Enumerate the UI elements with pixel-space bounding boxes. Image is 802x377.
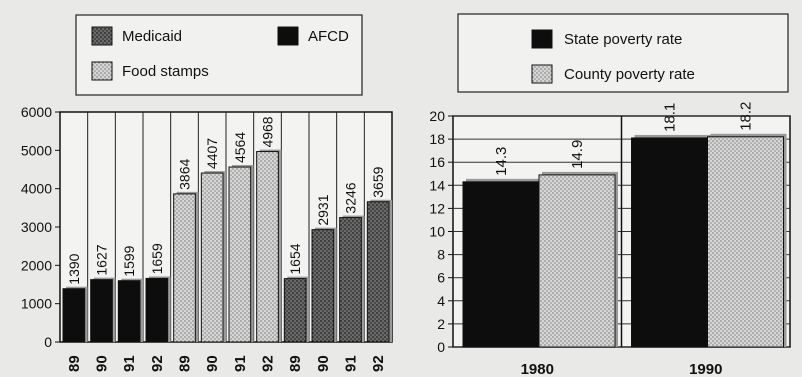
legend-label-state-poverty-rate: State poverty rate [564,31,682,48]
y-tick-label: 20 [429,108,445,124]
data-label: 1627 [94,244,110,275]
legend-label-food-stamps: Food stamps [122,63,209,80]
bar-food-stamps [200,172,224,343]
bar-afcd [145,277,169,343]
y-tick-label: 2 [437,316,445,332]
bar-food-stamps [228,166,252,343]
legend-swatch-county-poverty-rate [531,64,553,84]
legend-label-medicaid: Medicaid [122,28,182,45]
y-tick-label: 2000 [21,257,52,273]
x-tick-label: 89 [287,355,304,372]
bar-medicaid [339,217,362,343]
legend-box [75,14,363,96]
bar-state-poverty-rate [462,181,540,348]
y-tick-label: 3000 [21,219,52,235]
legend-swatch-medicaid [91,26,113,46]
x-tick-label: 89 [177,355,194,372]
bar-county-poverty-rate [538,174,616,348]
x-tick-label: 92 [149,355,166,372]
data-label: 4407 [204,138,220,169]
bar-food-stamps [173,193,196,343]
bar-medicaid [366,201,390,343]
bar-state-poverty-rate [631,137,708,348]
legend-box [457,13,789,93]
bar-medicaid [311,229,335,343]
y-tick-label: 0 [437,339,445,355]
data-label: 1659 [149,243,165,274]
bar-afcd [117,280,141,343]
welfare-bar-chart: Medicaid AFCD Food stamps 0 1000 2000 3000 4000… [21,14,393,372]
data-label: 1599 [121,245,137,276]
x-tick-label: 92 [370,355,387,372]
x-tick-label: 91 [121,355,138,372]
bar-afcd [62,288,86,343]
x-tick-label: 91 [232,355,249,372]
data-label: 18.1 [662,103,679,132]
legend-swatch-state-poverty-rate [531,29,553,49]
y-tick-label: 5000 [21,142,52,158]
y-tick-label: 1000 [21,296,52,312]
data-label: 4564 [232,132,248,163]
y-tick-label: 14 [429,177,445,193]
data-label: 1390 [66,253,82,284]
y-tick-label: 4000 [21,181,52,197]
bar-afcd [90,279,113,343]
x-tick-label: 90 [315,355,332,372]
data-label: 3246 [343,182,359,213]
y-tick-label: 10 [429,224,445,240]
x-tick-label: 90 [204,355,221,372]
x-tick-label: 1980 [521,361,554,377]
data-label: 4968 [260,116,276,147]
bar-medicaid [283,278,307,343]
y-tick-label: 0 [44,334,52,350]
x-tick-label: 92 [260,355,277,372]
y-tick-label: 4 [437,293,445,309]
y-tick-label: 6 [437,270,445,286]
data-label: 3864 [177,159,193,190]
legend-swatch-afcd [277,26,299,46]
y-tick-label: 6000 [21,104,52,120]
bar-food-stamps [256,151,279,343]
data-label: 3659 [370,166,386,197]
data-label: 14.3 [493,147,510,176]
legend-swatch-food-stamps [91,61,113,81]
data-label: 2931 [315,194,331,225]
x-tick-label: 91 [343,355,360,372]
data-label: 14.9 [569,140,586,169]
x-tick-label: 1990 [689,361,722,377]
legend-label-county-poverty-rate: County poverty rate [564,66,695,83]
x-tick-label: 89 [66,355,83,372]
data-label: 18.2 [738,102,755,131]
data-label: 1654 [287,243,303,274]
y-tick-label: 12 [429,200,445,216]
x-tick-label: 90 [94,355,111,372]
legend-label-afcd: AFCD [308,28,349,45]
bar-county-poverty-rate [707,136,784,348]
y-tick-label: 8 [437,247,445,263]
y-tick-label: 18 [429,131,445,147]
y-tick-label: 16 [429,154,445,170]
poverty-bar-chart: State poverty rate County poverty rate 0 2 4… [429,13,791,377]
